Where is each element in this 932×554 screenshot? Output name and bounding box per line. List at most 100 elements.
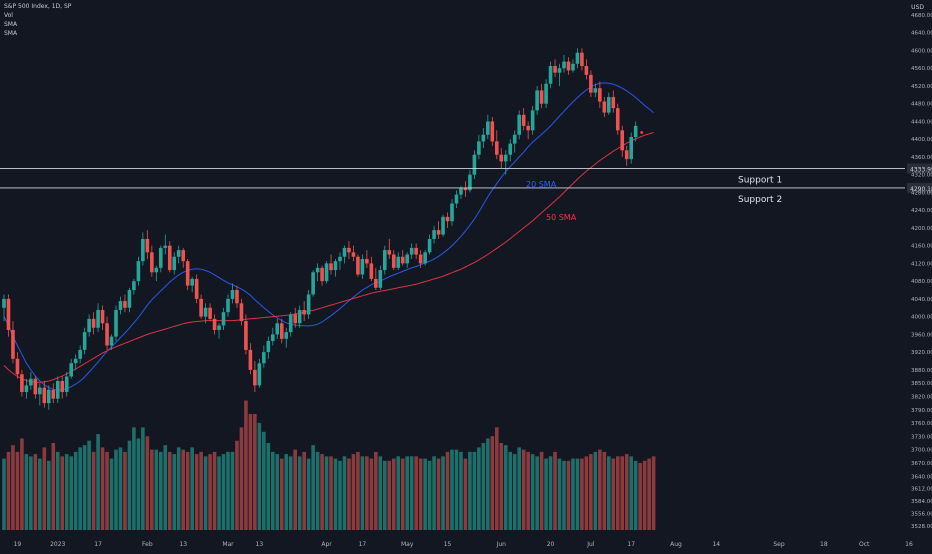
price-tick-label: 4520.00 bbox=[911, 84, 932, 90]
price-tick-label: 3960.00 bbox=[911, 332, 932, 338]
candle-body bbox=[136, 261, 141, 282]
candle-body bbox=[64, 376, 69, 393]
volume-bar bbox=[405, 456, 409, 530]
candle-body bbox=[356, 256, 360, 275]
candle-body bbox=[279, 323, 284, 339]
price-tick-label: 3640.00 bbox=[911, 474, 932, 480]
volume-bar bbox=[423, 458, 427, 530]
candle-body bbox=[302, 309, 306, 315]
candle-body bbox=[167, 245, 172, 271]
time-tick-label: 13 bbox=[256, 541, 264, 548]
volume-bar bbox=[271, 451, 275, 530]
time-tick-label: 13 bbox=[179, 541, 187, 548]
time-tick-label: 14 bbox=[712, 541, 720, 548]
time-tick-label: 17 bbox=[359, 541, 367, 548]
candle-body bbox=[311, 272, 315, 295]
volume-bar bbox=[414, 456, 418, 530]
sma-50-label: 50 SMA bbox=[546, 213, 577, 222]
volume-bar bbox=[638, 463, 642, 530]
candle-body bbox=[315, 267, 320, 273]
price-axis[interactable]: 4333.99 4290.18 4680.00 4640.00 4600.00 4560.… bbox=[907, 13, 932, 530]
candle-body bbox=[378, 270, 383, 288]
candle-body bbox=[38, 387, 42, 395]
volume-bar bbox=[512, 454, 517, 530]
price-tick-label: 3584.00 bbox=[911, 499, 932, 505]
volume-bar bbox=[221, 454, 226, 530]
volume-bar bbox=[530, 454, 535, 530]
price-tick-label: 3612.00 bbox=[911, 487, 932, 493]
volume-bar bbox=[454, 449, 459, 530]
time-axis[interactable]: 19 2023 17 Feb 13 Mar 13 Apr 17 May 15 Jun 20 Jul 17 Au… bbox=[14, 541, 932, 548]
volume-bar bbox=[589, 454, 593, 530]
volume-bar bbox=[517, 447, 521, 530]
time-tick-label: May bbox=[401, 541, 414, 548]
volume-bar bbox=[378, 456, 383, 530]
candle-body bbox=[333, 261, 338, 271]
candle-body bbox=[306, 294, 311, 315]
volume-bar bbox=[418, 458, 423, 530]
volume-bar bbox=[42, 447, 47, 530]
volume-bar bbox=[91, 451, 96, 530]
volume-bar bbox=[400, 458, 405, 530]
candle-body bbox=[490, 121, 495, 142]
legend-indicator-volume[interactable]: Vol bbox=[4, 12, 13, 19]
candle-layer bbox=[2, 48, 638, 410]
volume-bar bbox=[544, 458, 548, 530]
volume-bar bbox=[436, 458, 441, 530]
candle-body bbox=[459, 187, 463, 195]
price-tick-label: 3920.00 bbox=[911, 350, 932, 356]
sma-layer bbox=[3, 82, 654, 391]
candle-body bbox=[159, 247, 163, 268]
candle-body bbox=[441, 216, 445, 235]
candle-body bbox=[6, 298, 11, 330]
time-tick-label: Jun bbox=[496, 541, 507, 548]
volume-bar bbox=[611, 458, 616, 530]
volume-bar bbox=[55, 451, 60, 530]
volume-bar bbox=[230, 451, 235, 530]
price-tick-label: 3556.00 bbox=[911, 512, 932, 518]
candle-body bbox=[235, 290, 239, 304]
legend-indicator-sma-2[interactable]: SMA bbox=[4, 30, 18, 37]
volume-bar bbox=[315, 451, 320, 530]
candle-body bbox=[383, 250, 387, 271]
candle-body bbox=[539, 90, 544, 104]
candle-body bbox=[154, 267, 159, 273]
volume-bar bbox=[320, 454, 324, 530]
candle-body bbox=[432, 230, 436, 240]
candle-body bbox=[526, 125, 530, 131]
price-tick-label: 3700.00 bbox=[911, 448, 932, 454]
price-tick-label: 4120.00 bbox=[911, 261, 932, 267]
price-tick-label: 3760.00 bbox=[911, 421, 932, 427]
volume-bar bbox=[96, 434, 100, 530]
candle-body bbox=[324, 263, 329, 282]
volume-bar bbox=[136, 438, 141, 530]
volume-bar bbox=[38, 458, 42, 530]
time-tick-label: 16 bbox=[905, 541, 913, 548]
volume-bar bbox=[284, 454, 289, 530]
price-tick-label: 4080.00 bbox=[911, 279, 932, 285]
candle-body bbox=[580, 52, 584, 67]
volume-bar bbox=[459, 451, 463, 530]
candle-body bbox=[163, 245, 168, 248]
legend-indicator-sma-1[interactable]: SMA bbox=[4, 21, 18, 28]
candle-body bbox=[418, 254, 423, 264]
candle-body bbox=[55, 380, 60, 399]
candle-body bbox=[512, 134, 517, 144]
candle-body bbox=[553, 66, 557, 73]
price-tick-label: 4360.00 bbox=[911, 155, 932, 161]
candle-body bbox=[445, 216, 450, 222]
volume-bar bbox=[477, 447, 481, 530]
candle-body bbox=[544, 83, 548, 104]
volume-bar bbox=[615, 456, 620, 530]
volume-bar bbox=[33, 454, 38, 530]
volume-bar bbox=[239, 427, 244, 530]
volume-bar bbox=[311, 445, 315, 530]
candle-body bbox=[508, 143, 513, 155]
price-tick-label: 3730.00 bbox=[911, 434, 932, 440]
legend-symbol[interactable]: S&P 500 Index, 1D, SP bbox=[4, 3, 72, 10]
volume-bar bbox=[248, 413, 253, 530]
volume-bar bbox=[257, 422, 262, 530]
candle-body bbox=[454, 194, 459, 204]
